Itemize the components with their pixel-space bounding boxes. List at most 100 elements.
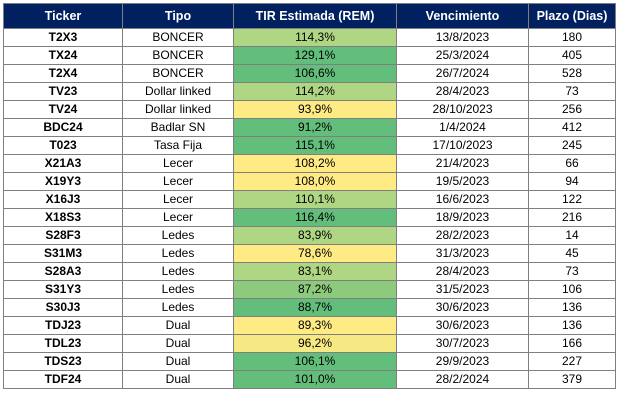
cell-vencimiento[interactable]: 1/4/2024 <box>396 118 529 137</box>
cell-ticker[interactable]: S30J3 <box>3 298 123 317</box>
cell-plazo[interactable]: 412 <box>528 118 616 137</box>
cell-plazo[interactable]: 180 <box>528 28 616 47</box>
cell-ticker[interactable]: TV23 <box>3 82 123 101</box>
cell-plazo[interactable]: 136 <box>528 316 616 335</box>
cell-tir[interactable]: 78,6% <box>233 244 397 263</box>
cell-vencimiento[interactable]: 28/4/2023 <box>396 262 529 281</box>
cell-tir[interactable]: 96,2% <box>233 334 397 353</box>
cell-ticker[interactable]: T023 <box>3 136 123 155</box>
cell-vencimiento[interactable]: 28/4/2023 <box>396 82 529 101</box>
cell-plazo[interactable]: 379 <box>528 370 616 389</box>
cell-vencimiento[interactable]: 28/10/2023 <box>396 100 529 119</box>
header-ticker[interactable]: Ticker <box>3 3 123 29</box>
cell-vencimiento[interactable]: 13/8/2023 <box>396 28 529 47</box>
cell-tipo[interactable]: BONCER <box>122 28 234 47</box>
cell-vencimiento[interactable]: 31/5/2023 <box>396 280 529 299</box>
cell-plazo[interactable]: 122 <box>528 190 616 209</box>
cell-plazo[interactable]: 405 <box>528 46 616 65</box>
cell-ticker[interactable]: BDC24 <box>3 118 123 137</box>
cell-tipo[interactable]: Tasa Fija <box>122 136 234 155</box>
cell-tipo[interactable]: BONCER <box>122 46 234 65</box>
cell-tir[interactable]: 114,3% <box>233 28 397 47</box>
cell-tipo[interactable]: Ledes <box>122 280 234 299</box>
cell-plazo[interactable]: 73 <box>528 82 616 101</box>
cell-ticker[interactable]: TV24 <box>3 100 123 119</box>
cell-vencimiento[interactable]: 25/3/2024 <box>396 46 529 65</box>
header-tir[interactable]: TIR Estimada (REM) <box>233 3 397 29</box>
cell-ticker[interactable]: TDJ23 <box>3 316 123 335</box>
cell-tipo[interactable]: Dual <box>122 370 234 389</box>
cell-tir[interactable]: 129,1% <box>233 46 397 65</box>
cell-plazo[interactable]: 227 <box>528 352 616 371</box>
cell-plazo[interactable]: 136 <box>528 298 616 317</box>
cell-ticker[interactable]: X18S3 <box>3 208 123 227</box>
cell-tir[interactable]: 83,9% <box>233 226 397 245</box>
cell-tipo[interactable]: Lecer <box>122 208 234 227</box>
cell-tir[interactable]: 115,1% <box>233 136 397 155</box>
cell-vencimiento[interactable]: 17/10/2023 <box>396 136 529 155</box>
cell-ticker[interactable]: X16J3 <box>3 190 123 209</box>
cell-plazo[interactable]: 73 <box>528 262 616 281</box>
cell-tir[interactable]: 116,4% <box>233 208 397 227</box>
cell-tir[interactable]: 91,2% <box>233 118 397 137</box>
cell-tipo[interactable]: Ledes <box>122 298 234 317</box>
cell-plazo[interactable]: 106 <box>528 280 616 299</box>
cell-tir[interactable]: 108,2% <box>233 154 397 173</box>
cell-tir[interactable]: 83,1% <box>233 262 397 281</box>
cell-plazo[interactable]: 14 <box>528 226 616 245</box>
cell-ticker[interactable]: TDL23 <box>3 334 123 353</box>
cell-vencimiento[interactable]: 18/9/2023 <box>396 208 529 227</box>
cell-vencimiento[interactable]: 30/7/2023 <box>396 334 529 353</box>
cell-tipo[interactable]: Ledes <box>122 244 234 263</box>
cell-vencimiento[interactable]: 30/6/2023 <box>396 316 529 335</box>
cell-tipo[interactable]: Dual <box>122 334 234 353</box>
cell-tipo[interactable]: Ledes <box>122 226 234 245</box>
cell-plazo[interactable]: 245 <box>528 136 616 155</box>
header-vencimiento[interactable]: Vencimiento <box>396 3 529 29</box>
cell-vencimiento[interactable]: 19/5/2023 <box>396 172 529 191</box>
cell-vencimiento[interactable]: 29/9/2023 <box>396 352 529 371</box>
cell-tir[interactable]: 106,1% <box>233 352 397 371</box>
header-tipo[interactable]: Tipo <box>122 3 234 29</box>
cell-plazo[interactable]: 94 <box>528 172 616 191</box>
cell-tir[interactable]: 101,0% <box>233 370 397 389</box>
cell-ticker[interactable]: TX24 <box>3 46 123 65</box>
cell-tipo[interactable]: Dual <box>122 316 234 335</box>
header-plazo[interactable]: Plazo (Dias) <box>528 3 616 29</box>
cell-tipo[interactable]: Lecer <box>122 154 234 173</box>
cell-plazo[interactable]: 66 <box>528 154 616 173</box>
cell-vencimiento[interactable]: 21/4/2023 <box>396 154 529 173</box>
cell-plazo[interactable]: 528 <box>528 64 616 83</box>
cell-tir[interactable]: 88,7% <box>233 298 397 317</box>
cell-tir[interactable]: 106,6% <box>233 64 397 83</box>
cell-vencimiento[interactable]: 16/6/2023 <box>396 190 529 209</box>
cell-plazo[interactable]: 216 <box>528 208 616 227</box>
cell-tir[interactable]: 89,3% <box>233 316 397 335</box>
cell-ticker[interactable]: S28A3 <box>3 262 123 281</box>
cell-vencimiento[interactable]: 28/2/2023 <box>396 226 529 245</box>
cell-tipo[interactable]: Lecer <box>122 190 234 209</box>
cell-tipo[interactable]: Badlar SN <box>122 118 234 137</box>
cell-plazo[interactable]: 256 <box>528 100 616 119</box>
cell-tir[interactable]: 108,0% <box>233 172 397 191</box>
cell-vencimiento[interactable]: 31/3/2023 <box>396 244 529 263</box>
cell-ticker[interactable]: TDS23 <box>3 352 123 371</box>
cell-tipo[interactable]: Dual <box>122 352 234 371</box>
cell-tipo[interactable]: Dollar linked <box>122 82 234 101</box>
cell-ticker[interactable]: T2X3 <box>3 28 123 47</box>
cell-plazo[interactable]: 45 <box>528 244 616 263</box>
cell-ticker[interactable]: T2X4 <box>3 64 123 83</box>
cell-ticker[interactable]: S31M3 <box>3 244 123 263</box>
cell-tir[interactable]: 110,1% <box>233 190 397 209</box>
cell-vencimiento[interactable]: 28/2/2024 <box>396 370 529 389</box>
cell-plazo[interactable]: 166 <box>528 334 616 353</box>
cell-vencimiento[interactable]: 26/7/2024 <box>396 64 529 83</box>
cell-tipo[interactable]: BONCER <box>122 64 234 83</box>
cell-tipo[interactable]: Lecer <box>122 172 234 191</box>
cell-ticker[interactable]: S31Y3 <box>3 280 123 299</box>
cell-tir[interactable]: 87,2% <box>233 280 397 299</box>
cell-ticker[interactable]: X19Y3 <box>3 172 123 191</box>
cell-vencimiento[interactable]: 30/6/2023 <box>396 298 529 317</box>
cell-ticker[interactable]: X21A3 <box>3 154 123 173</box>
cell-tir[interactable]: 114,2% <box>233 82 397 101</box>
